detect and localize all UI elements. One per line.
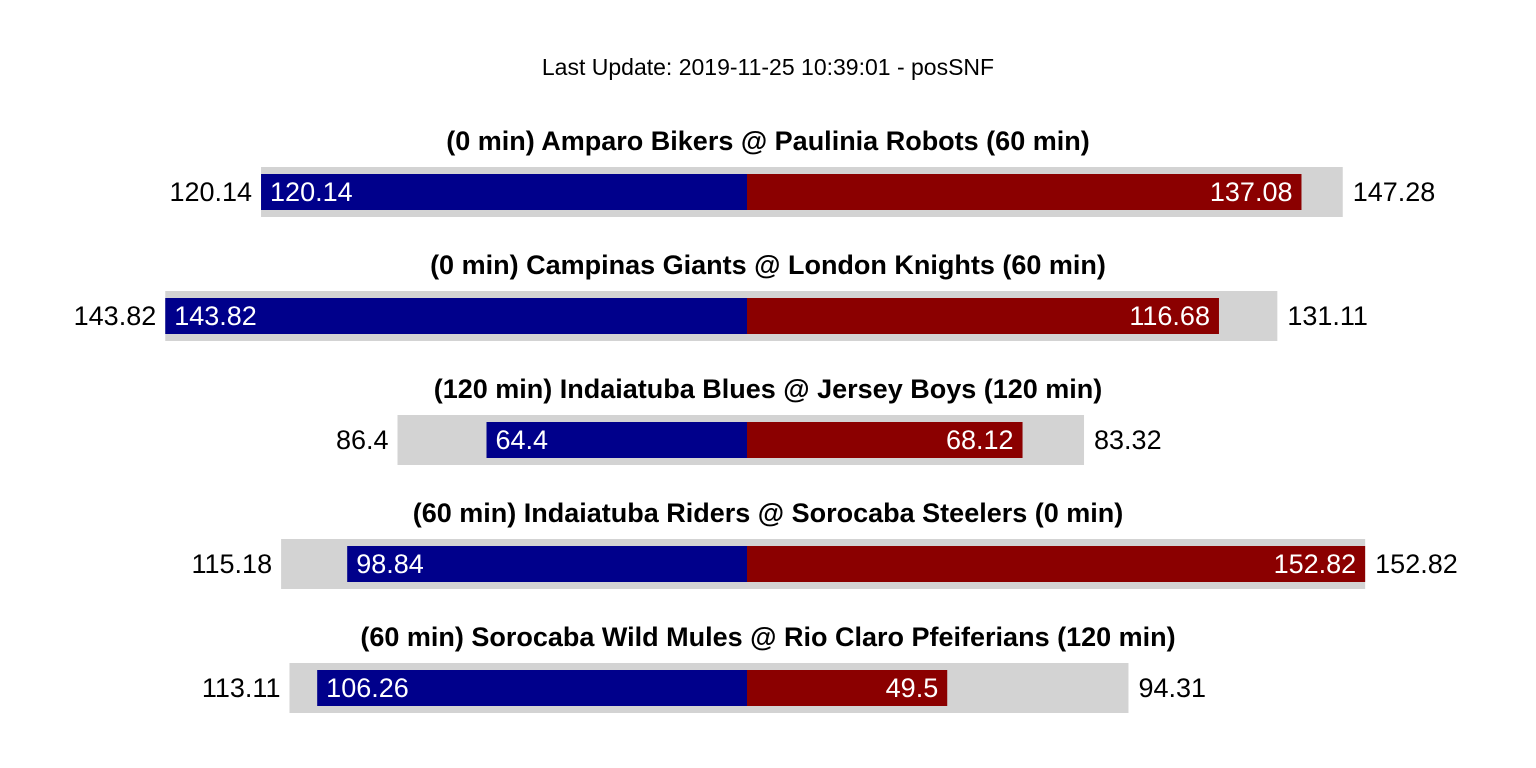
home-projection-label: 147.28 (1353, 177, 1436, 207)
away-projection-label: 113.11 (202, 673, 281, 703)
matchup-title: (0 min) Amparo Bikers @ Paulinia Robots … (446, 126, 1089, 156)
away-score-bar (165, 298, 747, 334)
matchup-row: (60 min) Indaiatuba Riders @ Sorocaba St… (192, 498, 1458, 589)
home-score-label: 116.68 (1129, 301, 1210, 331)
matchup-title: (60 min) Indaiatuba Riders @ Sorocaba St… (413, 498, 1124, 528)
away-score-label: 106.26 (326, 673, 409, 703)
matchup-title: (60 min) Sorocaba Wild Mules @ Rio Claro… (360, 622, 1175, 652)
away-projection-label: 143.82 (74, 301, 157, 331)
home-score-bar (747, 174, 1302, 210)
home-score-label: 49.5 (886, 673, 939, 703)
away-score-bar (261, 174, 747, 210)
away-score-label: 64.4 (496, 425, 549, 455)
matchup-title: (120 min) Indaiatuba Blues @ Jersey Boys… (434, 374, 1103, 404)
home-score-bar (747, 298, 1219, 334)
away-score-bar (347, 546, 747, 582)
home-score-label: 137.08 (1210, 177, 1293, 207)
home-projection-label: 131.11 (1287, 301, 1368, 331)
home-projection-label: 83.32 (1094, 425, 1162, 455)
home-score-bar (747, 422, 1023, 458)
away-projection-label: 115.18 (192, 549, 273, 579)
home-score-label: 68.12 (946, 425, 1014, 455)
matchup-row: (120 min) Indaiatuba Blues @ Jersey Boys… (336, 374, 1162, 465)
away-score-label: 98.84 (356, 549, 424, 579)
matchup-title: (0 min) Campinas Giants @ London Knights… (430, 250, 1106, 280)
away-projection-label: 120.14 (169, 177, 252, 207)
matchup-row: (0 min) Amparo Bikers @ Paulinia Robots … (169, 126, 1435, 217)
home-score-bar (747, 546, 1366, 582)
home-projection-label: 94.31 (1138, 673, 1206, 703)
away-projection-label: 86.4 (336, 425, 389, 455)
away-score-bar (486, 422, 747, 458)
home-score-label: 152.82 (1274, 549, 1357, 579)
away-score-bar (317, 670, 747, 706)
away-score-label: 143.82 (174, 301, 257, 331)
home-projection-label: 152.82 (1375, 549, 1458, 579)
away-score-label: 120.14 (270, 177, 353, 207)
matchup-row: (0 min) Campinas Giants @ London Knights… (74, 250, 1368, 341)
home-score-bar (747, 670, 948, 706)
last-update-text: Last Update: 2019-11-25 10:39:01 - posSN… (542, 54, 994, 80)
matchup-row: (60 min) Sorocaba Wild Mules @ Rio Claro… (202, 622, 1206, 713)
